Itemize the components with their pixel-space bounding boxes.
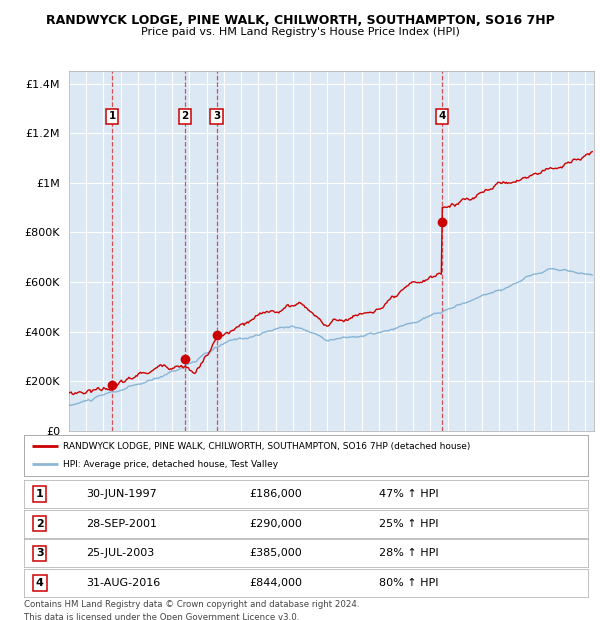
Text: 47% ↑ HPI: 47% ↑ HPI [379,489,439,499]
Text: £290,000: £290,000 [250,518,302,529]
Text: RANDWYCK LODGE, PINE WALK, CHILWORTH, SOUTHAMPTON, SO16 7HP (detached house): RANDWYCK LODGE, PINE WALK, CHILWORTH, SO… [64,441,471,451]
Text: 30-JUN-1997: 30-JUN-1997 [86,489,157,499]
Text: 4: 4 [439,111,446,122]
Text: 28-SEP-2001: 28-SEP-2001 [86,518,157,529]
Text: 25-JUL-2003: 25-JUL-2003 [86,548,154,559]
Text: 3: 3 [213,111,220,122]
Text: £844,000: £844,000 [250,578,302,588]
Text: £186,000: £186,000 [250,489,302,499]
Text: HPI: Average price, detached house, Test Valley: HPI: Average price, detached house, Test… [64,460,278,469]
Text: 80% ↑ HPI: 80% ↑ HPI [379,578,439,588]
Text: Price paid vs. HM Land Registry's House Price Index (HPI): Price paid vs. HM Land Registry's House … [140,27,460,37]
Text: RANDWYCK LODGE, PINE WALK, CHILWORTH, SOUTHAMPTON, SO16 7HP: RANDWYCK LODGE, PINE WALK, CHILWORTH, SO… [46,14,554,27]
Text: 1: 1 [36,489,44,499]
Text: 3: 3 [36,548,44,559]
Text: This data is licensed under the Open Government Licence v3.0.: This data is licensed under the Open Gov… [24,613,299,620]
Text: 1: 1 [109,111,116,122]
Text: 25% ↑ HPI: 25% ↑ HPI [379,518,439,529]
Text: 28% ↑ HPI: 28% ↑ HPI [379,548,439,559]
Text: 2: 2 [36,518,44,529]
Text: 2: 2 [182,111,189,122]
Text: Contains HM Land Registry data © Crown copyright and database right 2024.: Contains HM Land Registry data © Crown c… [24,600,359,609]
Text: 4: 4 [36,578,44,588]
Text: 31-AUG-2016: 31-AUG-2016 [86,578,160,588]
Text: £385,000: £385,000 [250,548,302,559]
